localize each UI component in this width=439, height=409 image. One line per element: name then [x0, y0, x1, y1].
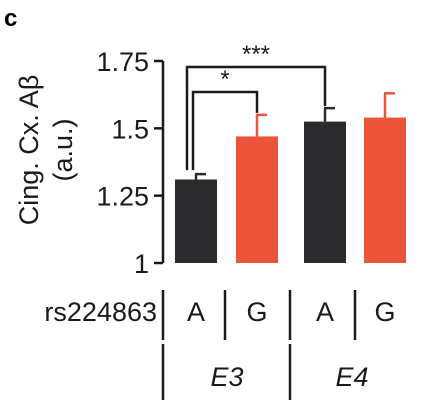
bar-E3-A [175, 179, 217, 263]
significance-bracket [185, 65, 327, 171]
group-label: E4 [335, 362, 368, 392]
bar-E4-A [304, 121, 346, 263]
y-axis-label-line: (a.u.) [48, 118, 78, 181]
allele-label: G [374, 297, 395, 327]
y-axis-label-line: Cing. Cx. Aβ [14, 75, 44, 226]
bar-E3-G [236, 136, 278, 263]
panel-label: c [4, 5, 17, 32]
y-tick-label: 1.5 [111, 114, 149, 144]
allele-label: G [246, 297, 267, 327]
genotype-table: rs224863 A G A G E3 E4 [44, 290, 396, 400]
significance-label: *** [242, 41, 270, 68]
bar-E4-G [364, 117, 406, 263]
y-axis-label: Cing. Cx. Aβ (a.u.) [14, 75, 78, 226]
significance-brackets: **** [185, 41, 327, 171]
y-tick-label: 1.25 [96, 182, 149, 212]
y-tick-label: 1.75 [96, 47, 149, 77]
significance-label: * [220, 66, 229, 93]
bars [175, 92, 406, 263]
significance-bracket [191, 90, 259, 171]
allele-label: A [187, 297, 205, 327]
row-label: rs224863 [44, 297, 157, 327]
group-label: E3 [210, 362, 243, 392]
allele-label: A [316, 297, 334, 327]
y-tick-label: 1 [134, 249, 149, 279]
y-axis: 1 1.25 1.5 1.75 [96, 47, 165, 279]
